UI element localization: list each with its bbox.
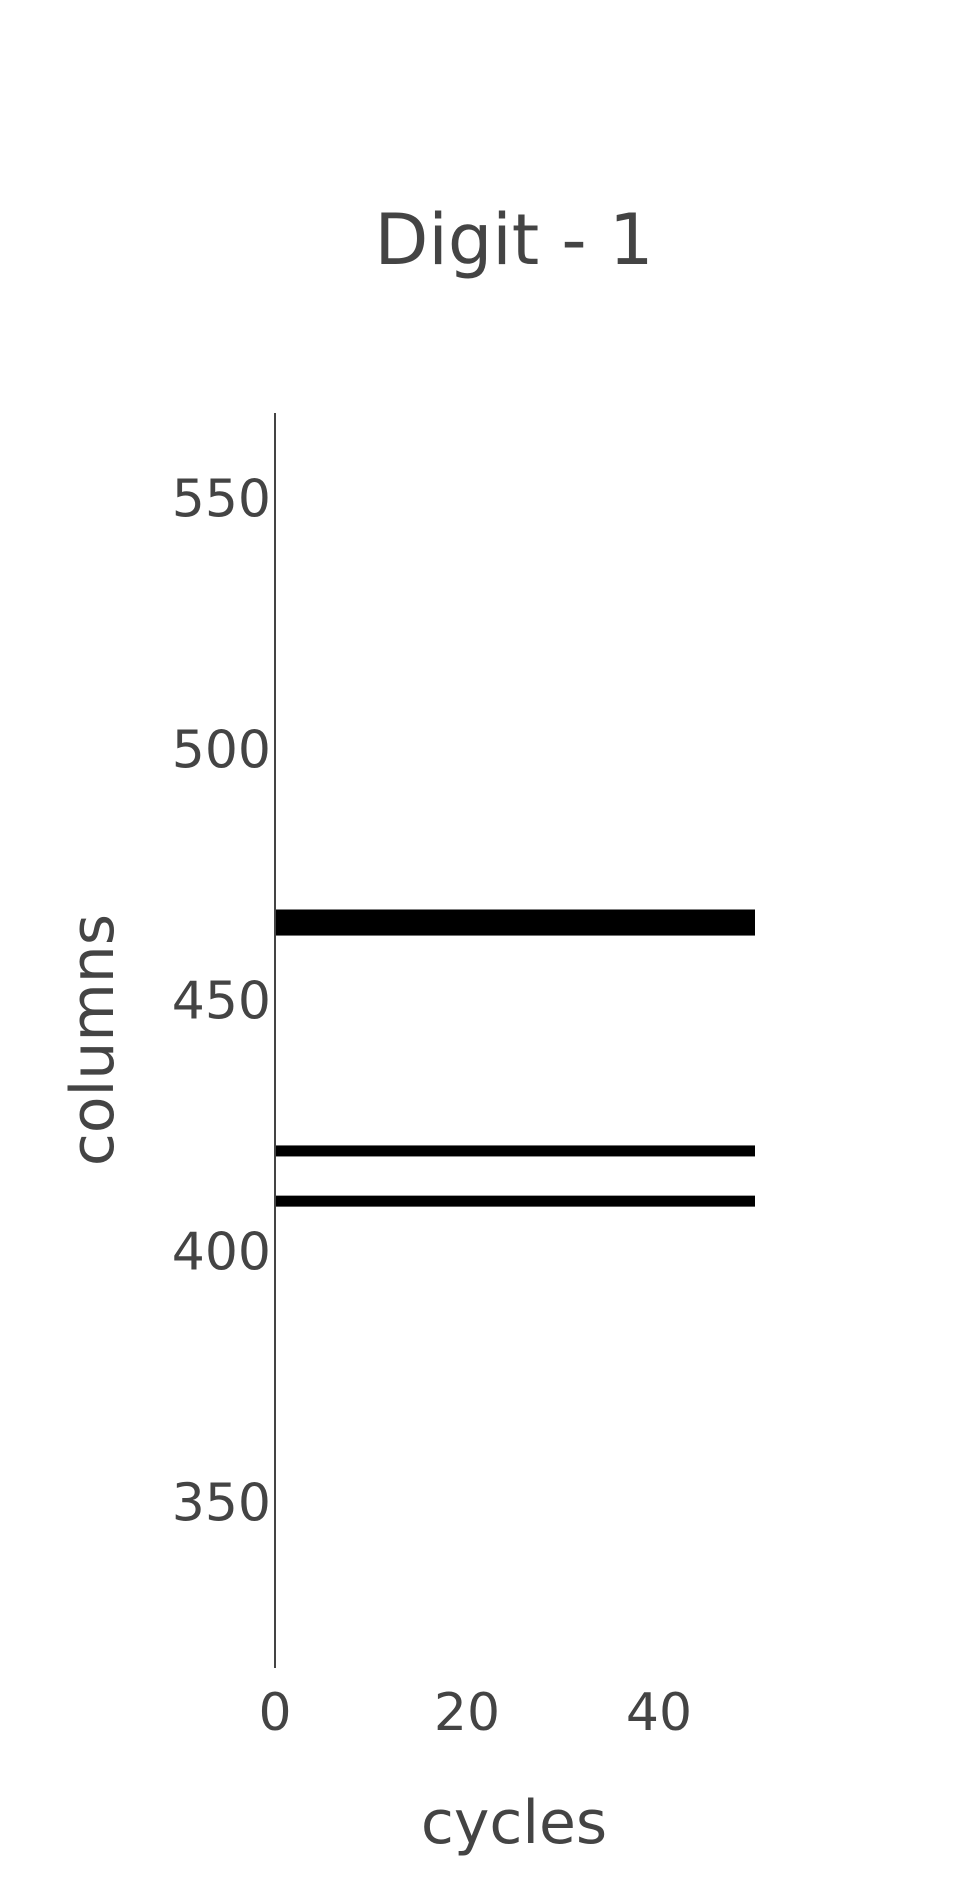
y-tick-label: 500 [172,720,271,780]
y-axis-ticks: 350 400 450 500 550 [172,469,271,1533]
x-tick-label: 0 [258,1683,291,1743]
column-activity-mark [275,1195,755,1207]
y-tick-label: 450 [172,971,271,1031]
chart-title: Digit - 1 [375,199,654,281]
x-axis-ticks: 0 20 40 [258,1683,692,1743]
plot-area [275,909,755,1207]
y-tick-label: 350 [172,1473,271,1533]
x-tick-label: 20 [434,1683,500,1743]
y-axis-title: columns [58,914,128,1166]
y-tick-label: 550 [172,469,271,529]
y-tick-label: 400 [172,1222,271,1282]
x-tick-label: 40 [626,1683,692,1743]
column-activity-mark [275,909,755,921]
x-axis-title: cycles [421,1788,607,1858]
column-activity-mark [275,1145,755,1157]
